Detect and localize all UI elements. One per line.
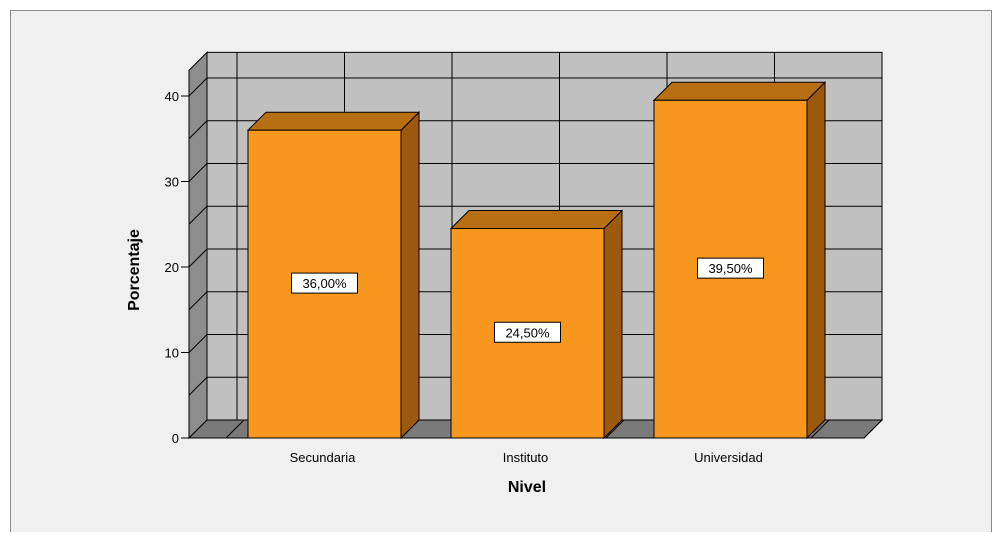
svg-text:24,50%: 24,50% xyxy=(505,325,550,340)
chart-panel: 0 10 20 30 40 36,00% 24,50% 39,50% Secundaria I… xyxy=(10,10,992,532)
data-label-instituto: 24,50% xyxy=(494,321,561,343)
x-tick-label: Secundaria xyxy=(290,450,357,465)
category-labels: Secundaria Instituto Universidad xyxy=(290,450,763,465)
y-tick-label: 0 xyxy=(172,431,179,446)
y-tick-label: 40 xyxy=(165,89,179,104)
y-tick-label: 30 xyxy=(165,175,179,190)
data-label-universidad: 39,50% xyxy=(697,257,764,279)
svg-text:39,50%: 39,50% xyxy=(708,261,753,276)
y-tick-label: 10 xyxy=(165,346,179,361)
svg-text:36,00%: 36,00% xyxy=(302,276,347,291)
data-labels: 36,00% 24,50% 39,50% xyxy=(291,257,764,343)
x-tick-label: Instituto xyxy=(503,450,549,465)
y-axis: 0 10 20 30 40 xyxy=(165,89,189,446)
x-axis-title: Nivel xyxy=(508,479,546,496)
x-tick-label: Universidad xyxy=(694,450,763,465)
y-axis-title: Porcentaje xyxy=(126,229,143,311)
y-tick-label: 20 xyxy=(165,260,179,275)
bar-chart: 0 10 20 30 40 36,00% 24,50% 39,50% Secundaria I… xyxy=(126,51,884,496)
data-label-secundaria: 36,00% xyxy=(291,272,358,294)
